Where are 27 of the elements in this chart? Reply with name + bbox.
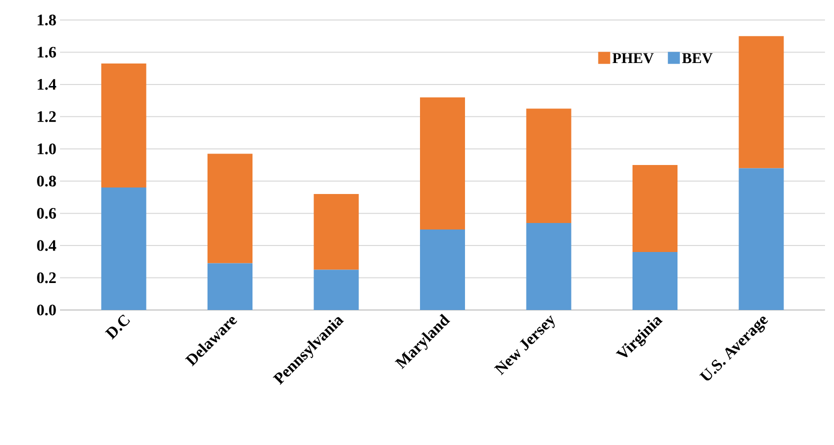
bar — [420, 229, 466, 310]
y-tick-label: 1.4 — [38, 79, 56, 90]
bar — [526, 108, 572, 224]
y-tick-label: 1.8 — [38, 14, 56, 26]
bar — [738, 36, 784, 168]
bar — [101, 188, 146, 310]
bar — [314, 270, 359, 310]
y-tick-label: 1.6 — [38, 46, 56, 58]
legend-label: BEV — [682, 53, 713, 64]
bar — [632, 252, 678, 310]
bar — [526, 223, 572, 310]
bar — [101, 64, 146, 188]
y-tick-label: 0.2 — [37, 272, 56, 284]
bar — [208, 154, 253, 264]
y-tick-label: 1.0 — [38, 143, 56, 154]
y-tick-label: 0.6 — [37, 208, 56, 219]
bar — [420, 97, 466, 230]
bar — [632, 165, 678, 252]
x-tick-label: D.C — [104, 314, 130, 340]
y-tick-label: 0.0 — [37, 304, 56, 316]
y-tick-label: 0.8 — [37, 176, 56, 187]
bar — [314, 194, 359, 270]
y-tick-label: 0.4 — [37, 240, 56, 251]
bar — [738, 168, 784, 310]
y-tick-label: 1.2 — [38, 111, 56, 122]
legend-label: PHEV — [612, 53, 654, 64]
bar — [208, 263, 253, 310]
